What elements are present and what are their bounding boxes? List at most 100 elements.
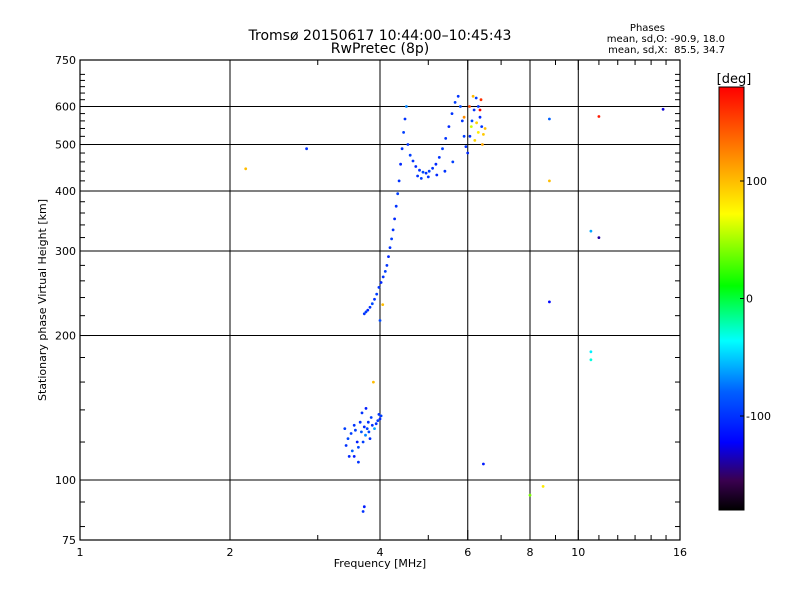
echo-point xyxy=(548,117,551,121)
echo-point xyxy=(343,427,347,430)
echo-point xyxy=(366,420,370,424)
echo-point xyxy=(350,449,354,453)
echo-point xyxy=(406,143,410,146)
echo-point xyxy=(357,460,360,464)
echo-point xyxy=(344,444,348,447)
echo-point xyxy=(364,433,367,437)
echo-point xyxy=(346,437,350,440)
stats-heading: Phases xyxy=(630,23,665,34)
echo-point xyxy=(481,143,484,146)
echo-point xyxy=(372,380,375,384)
grid-lines xyxy=(80,60,680,540)
echo-point xyxy=(394,204,398,208)
colorbar-tick-label: 0 xyxy=(746,293,753,306)
echo-point xyxy=(352,455,356,458)
y-tick-label: 300 xyxy=(55,245,76,258)
echo-point xyxy=(444,137,448,140)
echo-point xyxy=(370,423,374,427)
echo-point xyxy=(354,428,357,432)
echo-point xyxy=(434,162,438,166)
echo-point xyxy=(426,175,430,179)
echo-point xyxy=(478,108,482,112)
echo-point xyxy=(418,168,421,172)
echo-point xyxy=(597,115,601,118)
echo-point xyxy=(589,350,593,354)
x-tick-label: 4 xyxy=(377,546,384,559)
x-tick-label: 16 xyxy=(673,546,687,559)
y-tick-label: 500 xyxy=(55,139,76,152)
echo-point xyxy=(421,170,425,174)
echo-point xyxy=(443,169,447,173)
echo-point xyxy=(349,432,353,435)
echo-point xyxy=(376,419,380,422)
echo-point xyxy=(362,425,366,429)
echo-point xyxy=(364,310,368,314)
echo-point xyxy=(368,437,372,440)
echo-point xyxy=(462,134,466,138)
echo-point xyxy=(476,105,480,108)
echo-point xyxy=(387,255,390,258)
echo-point xyxy=(373,297,376,301)
echo-point xyxy=(379,414,383,418)
chart-title: Tromsø 20150617 10:44:00–10:45:43 xyxy=(248,28,512,44)
echo-point xyxy=(402,131,405,134)
echo-point xyxy=(419,177,423,180)
y-tick-label: 600 xyxy=(55,101,76,114)
y-tick-label: 750 xyxy=(55,54,76,67)
echo-point xyxy=(441,147,444,151)
y-tick-label: 100 xyxy=(55,474,76,487)
echo-point xyxy=(464,145,468,149)
echo-point xyxy=(431,166,434,170)
echo-point xyxy=(470,119,474,123)
echo-point xyxy=(453,101,457,104)
echo-point xyxy=(381,275,385,279)
x-tick-label: 8 xyxy=(527,546,534,559)
echo-point xyxy=(396,192,400,196)
echo-point xyxy=(378,417,382,421)
echo-point xyxy=(364,407,368,410)
echo-point xyxy=(358,420,362,424)
echo-point xyxy=(466,151,470,155)
echo-point xyxy=(435,173,439,177)
stats-x-mode: mean, sd,X: 85.5, 34.7 xyxy=(608,45,725,56)
echo-point xyxy=(460,119,464,123)
echo-point xyxy=(469,125,473,128)
echo-point xyxy=(408,153,412,157)
echo-point xyxy=(361,440,365,444)
x-tick-label: 10 xyxy=(571,546,585,559)
echo-point xyxy=(405,105,408,108)
echo-point xyxy=(479,98,483,102)
echo-point xyxy=(474,96,478,100)
echo-point xyxy=(424,171,428,175)
echo-point xyxy=(541,485,545,488)
echo-point xyxy=(411,159,415,163)
echo-point xyxy=(360,411,364,415)
echo-point xyxy=(379,281,383,284)
echo-point xyxy=(391,228,395,232)
echo-point xyxy=(305,147,308,151)
echo-point xyxy=(427,169,431,173)
echo-point xyxy=(456,94,460,98)
echo-points xyxy=(244,94,665,513)
echo-point xyxy=(451,160,455,164)
echo-point xyxy=(482,133,485,136)
stats-o-mode: mean, sd,O: -90.9, 18.0 xyxy=(607,34,725,45)
y-tick-label: 200 xyxy=(55,330,76,343)
echo-point xyxy=(471,94,475,98)
echo-point xyxy=(368,305,372,309)
colorbar: [deg] 100 0 -100 xyxy=(717,72,771,511)
echo-point xyxy=(400,147,404,151)
echo-point xyxy=(480,125,484,128)
y-axis-label: Stationary phase Virtual Height [km] xyxy=(36,199,49,401)
echo-point xyxy=(375,292,379,296)
x-tick-label: 1 xyxy=(77,546,84,559)
colorbar-tick-label: -100 xyxy=(746,410,771,423)
echo-point xyxy=(370,302,374,306)
echo-point xyxy=(367,430,371,434)
echo-point xyxy=(447,125,451,128)
chart-subtitle: RwPretec (8p) xyxy=(331,41,429,57)
colorbar-label: [deg] xyxy=(717,72,752,87)
echo-point xyxy=(352,423,356,427)
echo-point xyxy=(437,156,441,159)
